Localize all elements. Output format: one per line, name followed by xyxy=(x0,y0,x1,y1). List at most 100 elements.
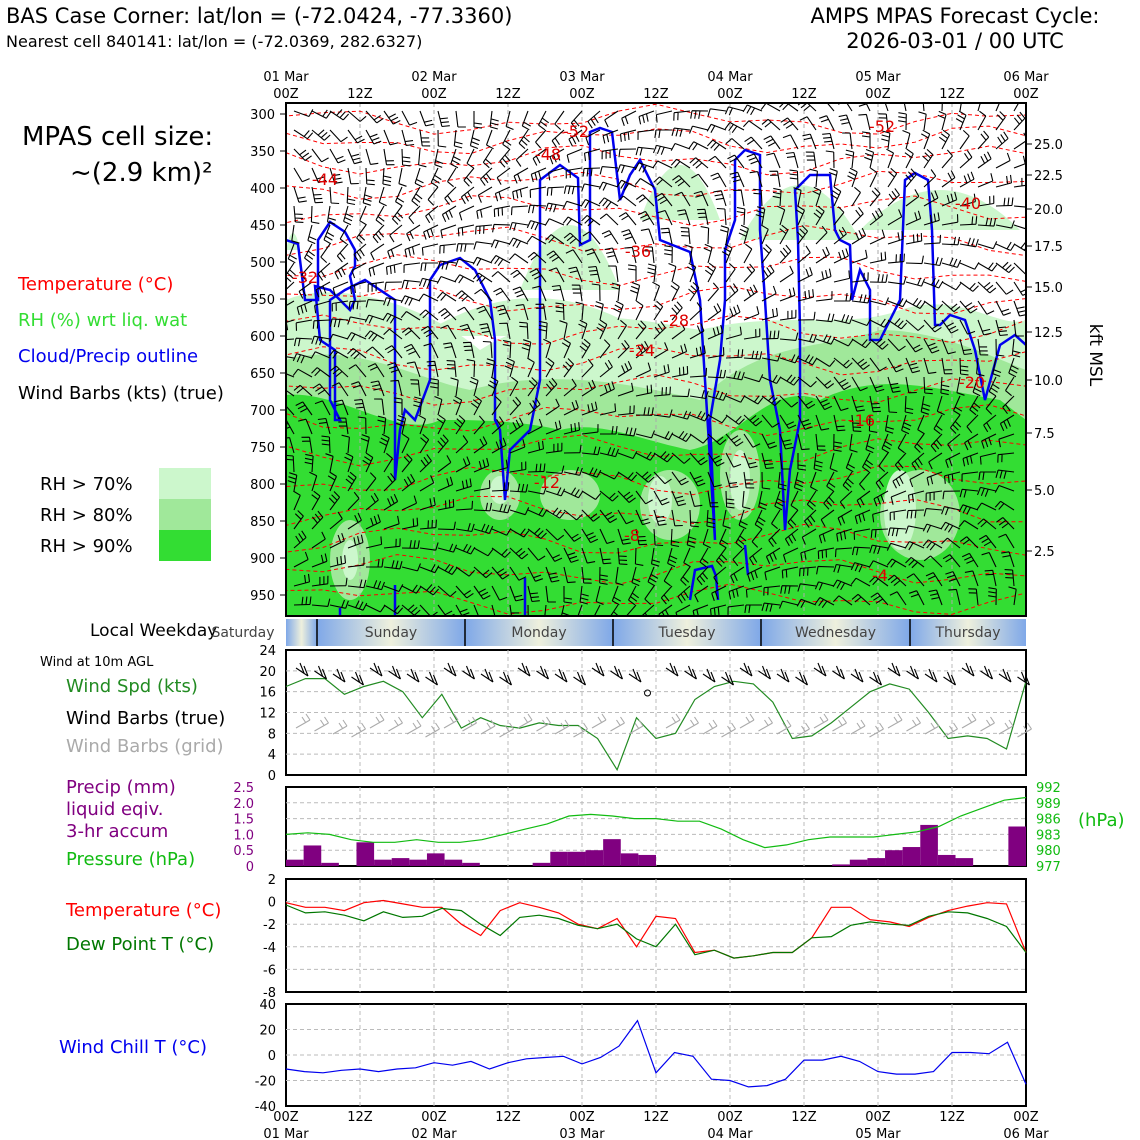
wind-barb xyxy=(905,232,923,245)
wind-barb xyxy=(473,585,491,600)
wind-barb xyxy=(923,555,943,568)
wind-barb xyxy=(343,205,354,226)
wind-barb xyxy=(454,258,475,267)
wind-barb-true xyxy=(351,671,365,686)
wind-barb xyxy=(365,148,379,165)
wind-panel-tick-label: 20 xyxy=(259,665,276,680)
wind-barb xyxy=(619,129,637,142)
wind-barb-true xyxy=(554,668,568,683)
wind-barb xyxy=(977,262,998,272)
wind-barb xyxy=(581,446,601,456)
wind-barb-grid xyxy=(425,722,440,738)
wind-barb xyxy=(761,307,779,321)
wind-barb xyxy=(365,167,375,186)
top-date-label: 05 Mar xyxy=(855,70,901,85)
wind-barb xyxy=(815,433,826,451)
wind-barb xyxy=(509,376,519,397)
wind-barb xyxy=(655,110,673,123)
temp-panel-tick-label: -2 xyxy=(263,918,276,933)
wind-barb xyxy=(995,152,1011,169)
wind-barb xyxy=(812,186,822,207)
wind-barb xyxy=(654,192,673,207)
wind-barb xyxy=(475,224,493,235)
wind-barb xyxy=(917,414,925,435)
wind-barb xyxy=(670,142,691,151)
wind-barb xyxy=(353,243,367,262)
wind-barb xyxy=(725,349,744,359)
wind-barb xyxy=(613,300,624,321)
wind-barb xyxy=(476,305,493,321)
wind-barb xyxy=(743,433,761,448)
wind-barb xyxy=(337,417,349,435)
wind-barb-grid xyxy=(351,722,366,738)
wind-barb xyxy=(743,328,761,340)
wind-barb xyxy=(545,420,562,435)
rh70-region xyxy=(860,190,1020,230)
wind-barb xyxy=(466,148,475,169)
wind-barb xyxy=(689,509,699,528)
temperature-contour-label: -28 xyxy=(663,311,689,330)
wind-barb xyxy=(530,167,547,183)
wind-barb xyxy=(787,509,799,529)
wind-barb xyxy=(563,422,581,435)
wind-barb xyxy=(856,490,871,508)
wind-barb xyxy=(617,360,633,378)
wind-barb xyxy=(312,319,331,329)
weekday-label: Sunday xyxy=(365,625,417,641)
wind-barb xyxy=(995,111,1006,131)
wind-barb xyxy=(955,110,967,131)
wind-barb xyxy=(761,118,781,131)
wind-barb xyxy=(521,110,531,131)
wind-barb xyxy=(761,224,769,245)
wind-barb xyxy=(1013,262,1026,275)
wind-barb xyxy=(796,225,809,245)
wind-barb xyxy=(652,281,661,302)
wind-barb xyxy=(707,471,722,488)
wind-barb-grid xyxy=(721,722,736,738)
wind-barb xyxy=(674,191,691,207)
wind-barb xyxy=(437,129,447,148)
wind-barb-true xyxy=(480,668,494,683)
rh-legend-90-label: RH > 90% xyxy=(40,536,133,557)
pressure-tick-label: 650 xyxy=(250,367,275,382)
wind-barb xyxy=(657,209,673,226)
bottom-hour-label: 12Z xyxy=(791,1110,817,1125)
wind-barb xyxy=(725,370,745,381)
wind-barb xyxy=(286,437,295,454)
wind-barb xyxy=(887,357,904,373)
wind-barb xyxy=(599,381,615,397)
wind-barb xyxy=(581,509,601,522)
wind-barb xyxy=(671,301,683,321)
wind-barb xyxy=(450,148,461,169)
wind-barb xyxy=(746,153,763,169)
wind-barb xyxy=(962,452,979,467)
wind-barb xyxy=(453,395,463,416)
wind-barb xyxy=(817,547,835,560)
wind-barb xyxy=(365,604,386,613)
cloud-outline xyxy=(688,564,720,601)
wind-barb xyxy=(347,579,367,589)
wind-barb xyxy=(872,509,889,523)
wind-barb xyxy=(887,253,905,264)
wind-barb xyxy=(815,225,828,245)
wind-barb xyxy=(621,110,637,126)
wind-barb xyxy=(410,379,421,397)
wind-barb xyxy=(529,186,547,198)
wind-barb-true xyxy=(776,668,790,683)
wind-barb-grid xyxy=(332,719,348,735)
wind-barb xyxy=(588,265,601,283)
wind-barb xyxy=(491,395,502,416)
wind-barb xyxy=(670,158,691,169)
wind-barb xyxy=(760,103,781,112)
wind-barb xyxy=(419,542,439,551)
wind-barb xyxy=(295,401,313,416)
wind-barb xyxy=(653,321,666,340)
wind-barb-true xyxy=(536,665,550,680)
wind-barb xyxy=(907,490,925,504)
wind-barb xyxy=(365,129,382,145)
wind-panel-tick-label: 24 xyxy=(259,644,276,659)
precip-bar xyxy=(603,839,621,866)
wind-barb xyxy=(797,376,817,388)
wind-barb xyxy=(995,131,1009,150)
wind-barb xyxy=(851,186,861,207)
